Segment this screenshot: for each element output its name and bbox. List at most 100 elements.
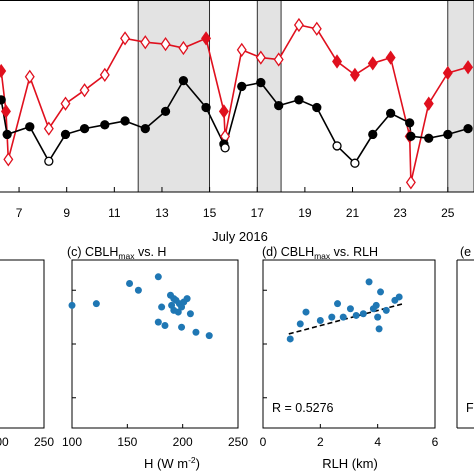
circle-marker: [60, 129, 71, 140]
diamond-marker: [60, 96, 71, 111]
circle-marker: [220, 143, 230, 153]
x-tick-label: 17: [251, 206, 265, 220]
circle-marker: [160, 106, 171, 117]
scatter-point: [346, 305, 354, 313]
scatter-point: [377, 288, 385, 296]
diamond-marker: [367, 56, 378, 71]
scatter-point: [192, 328, 200, 336]
scatter-point: [339, 313, 347, 321]
panel-d-points: [286, 278, 403, 343]
circle-marker: [25, 122, 35, 132]
circle-marker: [237, 81, 247, 92]
diamond-marker: [236, 42, 247, 58]
series-markers: [0, 17, 474, 190]
circle-marker: [443, 129, 453, 140]
timeseries-x-axis-label: July 2016: [212, 229, 268, 244]
diamond-marker: [201, 31, 212, 46]
x-tick-label: 100: [62, 435, 82, 449]
circle-marker: [140, 123, 150, 134]
scatter-point: [205, 332, 213, 340]
circle-marker: [332, 141, 342, 151]
scatter-point: [186, 310, 194, 318]
x-tick-label: 25: [441, 206, 455, 220]
panel-d-title: (d) CBLHmax vs. RLH: [262, 245, 378, 261]
circle-marker: [294, 95, 304, 105]
diamond-marker: [120, 31, 131, 46]
x-tick-label: 23: [393, 206, 407, 220]
shaded-period: [447, 0, 474, 193]
scatter-point: [170, 306, 178, 314]
circle-marker: [385, 108, 396, 118]
diamond-marker: [0, 63, 7, 79]
scatter-point: [158, 303, 166, 311]
diamond-marker: [79, 83, 90, 98]
diamond-marker: [255, 50, 266, 65]
scatter-point: [68, 301, 76, 309]
diamond-marker: [311, 21, 322, 36]
diamond-marker: [140, 35, 151, 50]
panel-b: 00 250: [0, 259, 54, 449]
panel-c-x-axis-label: H (W m-2): [144, 455, 200, 471]
circle-marker: [120, 116, 130, 126]
diamond-marker: [99, 67, 110, 83]
scatter-point: [316, 316, 324, 324]
x-tick-label: 250: [34, 435, 54, 449]
panel-e: (e F: [456, 245, 474, 429]
scatter-point: [328, 313, 336, 321]
diamond-marker: [218, 104, 229, 119]
x-tick-label: 15: [203, 206, 217, 220]
diamond-marker: [178, 40, 189, 56]
panel-c-x-ticks: 100 150 200 250: [62, 424, 248, 449]
timeseries-x-ticks: 7 9 11 13 15 17 19 21 23 25: [16, 187, 455, 220]
panel-d-x-axis-label: RLH (km): [322, 456, 378, 471]
diamond-marker: [273, 52, 284, 67]
circle-marker: [256, 77, 266, 88]
scatter-point: [302, 308, 310, 316]
scatter-point: [382, 306, 390, 314]
x-tick-label: 200: [173, 435, 193, 449]
scatter-point: [352, 311, 360, 319]
x-tick-label: 21: [346, 206, 360, 220]
diamond-marker: [332, 54, 343, 69]
diamond-marker: [405, 175, 416, 190]
series-line-0: [0, 24, 469, 183]
diamond-marker: [423, 96, 434, 111]
circle-marker: [463, 123, 473, 134]
diamond-marker: [463, 60, 474, 75]
diamond-marker: [24, 69, 35, 84]
panel-c: (c) CBLHmax vs. H 100 150 200 250 H (W m-2): [62, 245, 248, 471]
diamond-marker: [442, 65, 453, 81]
x-tick-label: 13: [155, 206, 169, 220]
scatter-point: [154, 318, 162, 326]
scatter-point: [178, 323, 186, 331]
panel-b-x-ticks: 00 250: [0, 435, 54, 449]
diamond-marker: [3, 152, 14, 167]
scatter-point: [134, 286, 142, 294]
scatter-point: [374, 313, 382, 321]
scatter-point: [154, 273, 162, 281]
x-tick-label: 9: [63, 206, 70, 220]
circle-marker: [79, 123, 90, 134]
correlation-annotation: R = 0.5276: [272, 401, 334, 415]
x-tick-label: 150: [117, 435, 137, 449]
circle-marker: [178, 75, 189, 86]
circle-marker: [350, 158, 360, 168]
x-tick-label: 00: [0, 435, 9, 449]
panel-c-frame: [71, 259, 239, 429]
panel-d-x-ticks: 0 2 4 6: [260, 424, 439, 449]
shaded-period: [256, 0, 282, 193]
circle-marker: [406, 131, 416, 141]
diamond-marker: [43, 121, 54, 136]
circle-marker: [44, 156, 54, 166]
circle-marker: [274, 100, 284, 111]
scatter-point: [365, 278, 373, 286]
scatter-point: [183, 295, 191, 303]
circle-marker: [2, 129, 12, 140]
shaded-periods: [137, 0, 474, 193]
panel-c-title: (c) CBLHmax vs. H: [67, 245, 166, 261]
panel-d: (d) CBLHmax vs. RLH 0 2 4 6 R = 0.5276 RLH …: [260, 245, 439, 471]
scatter-point: [126, 280, 134, 288]
series-lines: [0, 24, 469, 183]
timeseries-panel: 7 9 11 13 15 17 19 21 23 25 July 2016: [0, 0, 474, 244]
